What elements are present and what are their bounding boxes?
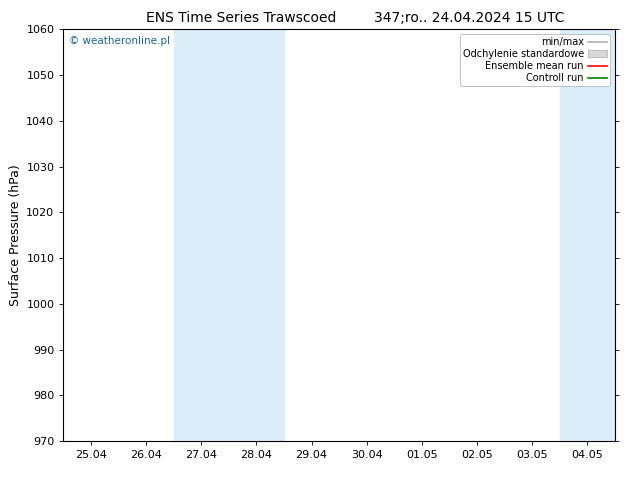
Bar	[560, 29, 615, 441]
Bar	[174, 29, 284, 441]
Text: ENS Time Series Trawscoed: ENS Time Series Trawscoed	[146, 11, 336, 25]
Legend: min/max, Odchylenie standardowe, Ensemble mean run, Controll run: min/max, Odchylenie standardowe, Ensembl…	[460, 34, 610, 86]
Text: 347;ro.. 24.04.2024 15 UTC: 347;ro.. 24.04.2024 15 UTC	[374, 11, 564, 25]
Y-axis label: Surface Pressure (hPa): Surface Pressure (hPa)	[9, 164, 22, 306]
Text: © weatheronline.pl: © weatheronline.pl	[69, 36, 170, 46]
